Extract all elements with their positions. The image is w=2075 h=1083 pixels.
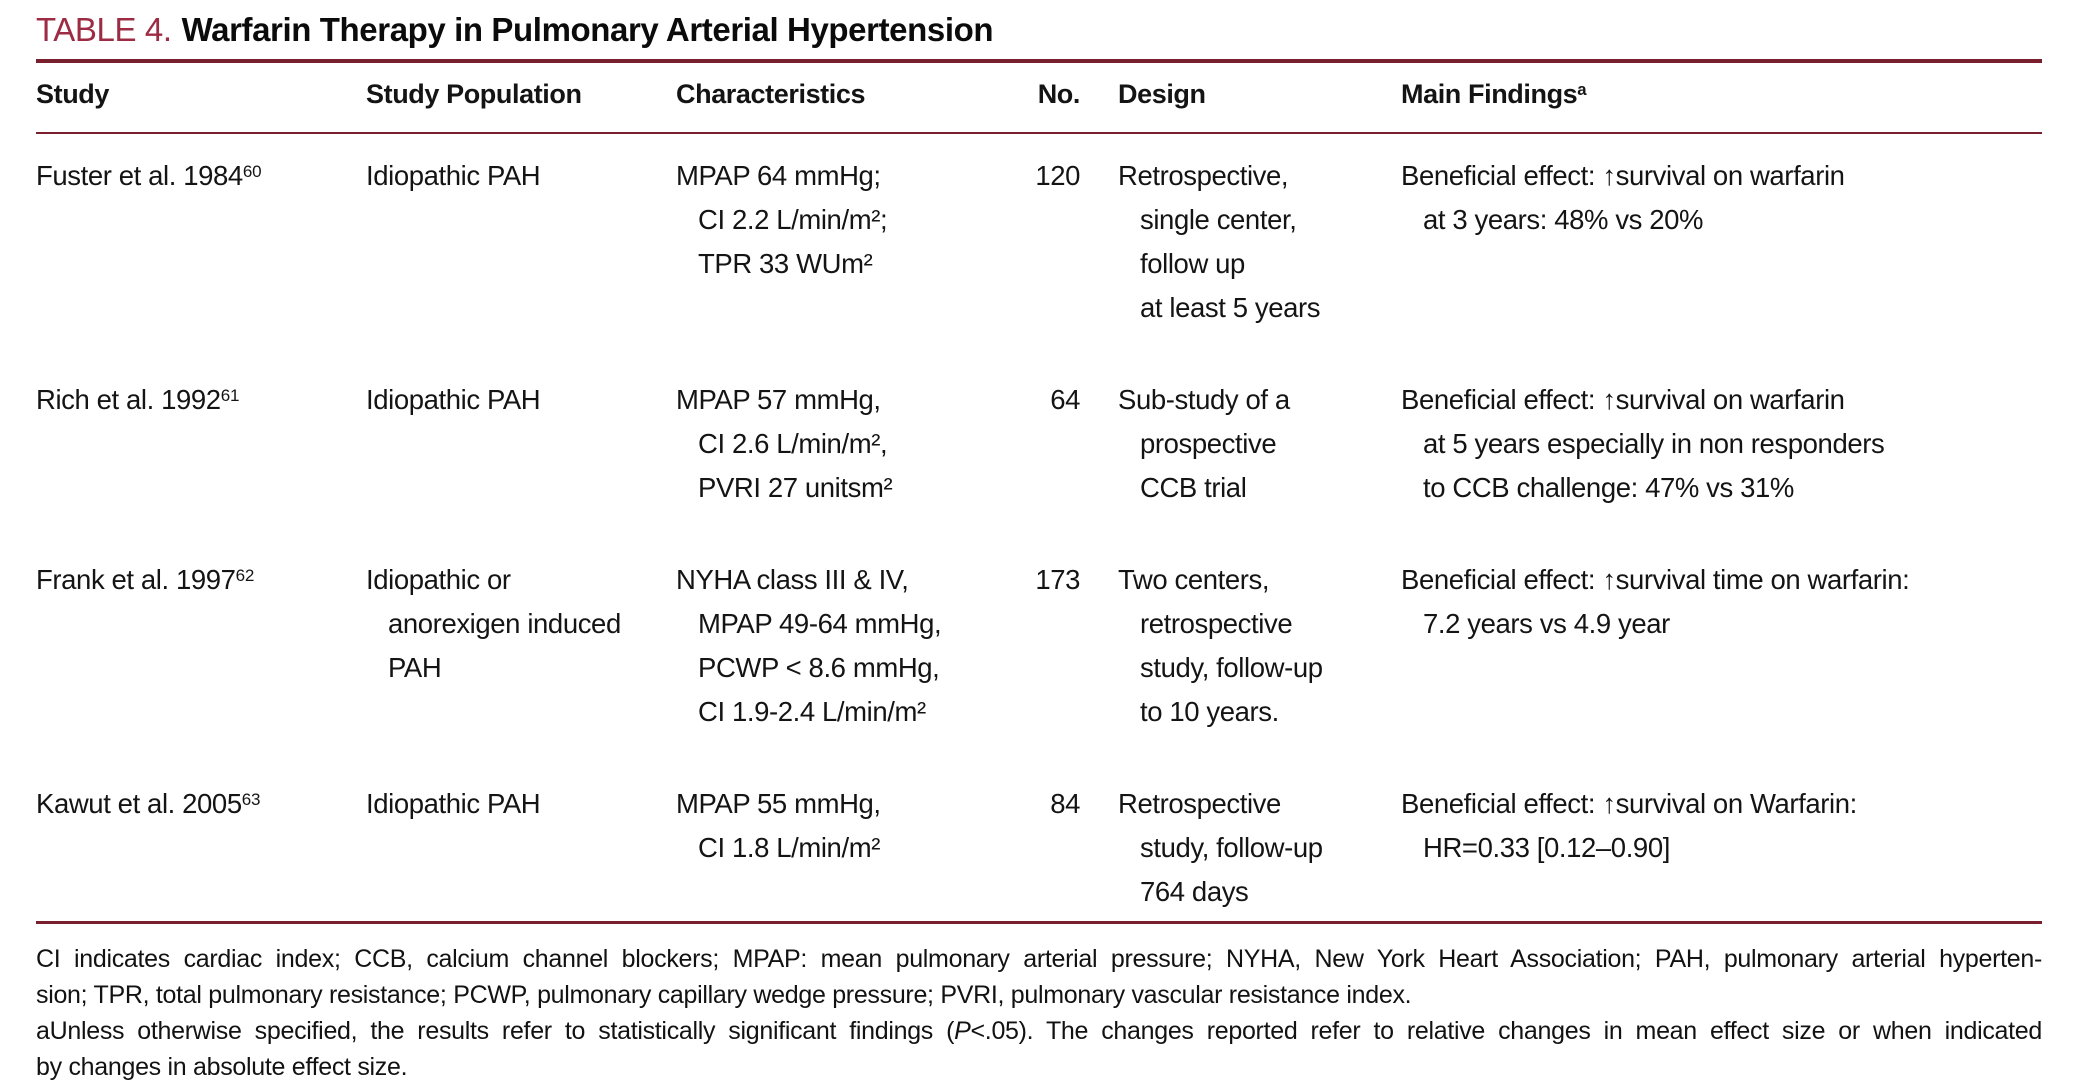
table-row: Frank et al. 199762 Idiopathic or anorex… [36, 558, 2042, 734]
no-cell: 64 [1050, 384, 1080, 415]
header-design: Main FindingsDesign [1080, 77, 1401, 111]
table-number-label: TABLE 4. [36, 11, 172, 48]
population-cell: Idiopathic PAH [366, 788, 541, 819]
design-cell: Retrospective, single center, follow up … [1118, 160, 1321, 323]
abbreviations-note-line: sion; TPR, total pulmonary resistance; P… [36, 981, 1412, 1009]
characteristics-cell: MPAP 55 mmHg, CI 1.8 L/min/m² [676, 788, 881, 863]
header-study-population: Study Population [366, 79, 582, 109]
study-reference-superscript: 61 [220, 386, 240, 406]
table-title-text: Warfarin Therapy in Pulmonary Arterial H… [181, 11, 994, 48]
study-name: Rich et al. 1992 [36, 384, 221, 415]
header-rule [36, 132, 2042, 134]
study-cell: Fuster et al. 198460 [36, 154, 366, 202]
design-cell: Retrospective study, follow-up 764 days [1118, 788, 1323, 907]
study-name: Fuster et al. 1984 [36, 160, 243, 191]
study-reference-superscript: 63 [241, 790, 261, 810]
note-a-line: by changes in absolute effect size. [36, 1053, 408, 1081]
table-row: Fuster et al. 198460 Idiopathic PAH MPAP… [36, 154, 2042, 330]
table-header-row: Study Study Population Characteristics N… [36, 63, 2042, 132]
note-a-text: <.05). The changes reported refer to rel… [970, 1017, 2043, 1045]
header-no: No. [1037, 79, 1081, 109]
no-cell: 84 [1050, 788, 1080, 819]
design-cell: Two centers, retrospective study, follow… [1118, 564, 1323, 727]
abbreviations-note-line: CI indicates cardiac index; CCB, calcium… [36, 945, 2042, 973]
header-main-findings: Main Findingsa [1401, 77, 2042, 115]
header-main-findings-superscript: a [1577, 80, 1587, 100]
study-cell: Kawut et al. 200563 [36, 782, 366, 830]
findings-cell: Beneficial effect: ↑survival on warfarin… [1401, 160, 1845, 235]
study-reference-superscript: 60 [242, 162, 262, 182]
header-design-text: Design [1118, 79, 1206, 109]
note-a-italic-p: P [954, 1017, 971, 1045]
study-cell: Rich et al. 199261 [36, 378, 366, 426]
bottom-rule [36, 921, 2042, 924]
characteristics-cell: MPAP 57 mmHg, CI 2.6 L/min/m², PVRI 27 u… [676, 384, 893, 503]
study-name: Kawut et al. 2005 [36, 788, 242, 819]
header-study: Study [36, 79, 110, 109]
design-cell: Sub-study of a prospective CCB trial [1118, 384, 1290, 503]
characteristics-cell: NYHA class III & IV, MPAP 49-64 mmHg, PC… [676, 564, 942, 727]
study-reference-superscript: 62 [235, 566, 255, 586]
population-cell: Idiopathic PAH [366, 160, 541, 191]
header-characteristics: Characteristics [676, 79, 866, 109]
study-name: Frank et al. 1997 [36, 564, 236, 595]
findings-cell: Beneficial effect: ↑survival on Warfarin… [1401, 788, 1857, 863]
footnotes: CI indicates cardiac index; CCB, calcium… [36, 924, 2042, 1083]
findings-cell: Beneficial effect: ↑survival on warfarin… [1401, 384, 1885, 503]
top-rule [36, 59, 2042, 63]
no-cell: 173 [1035, 564, 1080, 595]
header-main-findings-text: Main Findings [1401, 79, 1578, 109]
note-a-text: aUnless otherwise specified, the results… [36, 1017, 955, 1045]
note-a-line: aUnless otherwise specified, the results… [36, 1013, 2042, 1049]
study-cell: Frank et al. 199762 [36, 558, 366, 606]
table-row: Rich et al. 199261 Idiopathic PAH MPAP 5… [36, 378, 2042, 510]
characteristics-cell: MPAP 64 mmHg; CI 2.2 L/min/m²; TPR 33 WU… [676, 160, 888, 279]
table-row: Kawut et al. 200563 Idiopathic PAH MPAP … [36, 782, 2042, 914]
table-title: TABLE 4. Warfarin Therapy in Pulmonary Ar… [36, 8, 2042, 52]
population-cell: Idiopathic PAH [366, 384, 541, 415]
table-body: Fuster et al. 198460 Idiopathic PAH MPAP… [36, 134, 2042, 914]
no-cell: 120 [1035, 160, 1080, 191]
findings-cell: Beneficial effect: ↑survival time on war… [1401, 564, 1910, 639]
population-cell: Idiopathic or anorexigen induced PAH [366, 564, 621, 683]
